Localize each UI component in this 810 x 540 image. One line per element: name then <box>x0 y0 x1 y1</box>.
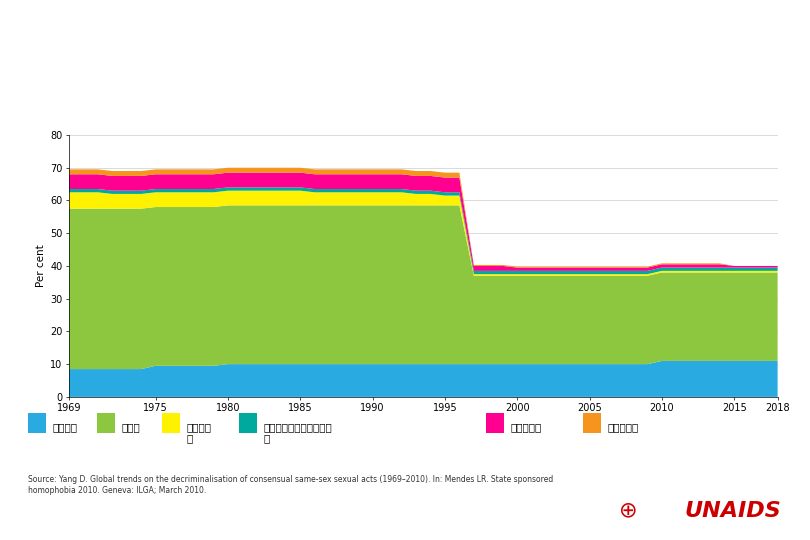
Text: Source: Yang D. Global trends on the decriminalisation of consensual same-sex se: Source: Yang D. Global trends on the dec… <box>28 475 553 495</box>
Text: 北アメリカ: 北アメリカ <box>510 422 542 433</box>
FancyBboxPatch shape <box>97 413 115 433</box>
FancyBboxPatch shape <box>239 413 257 433</box>
Text: アフリカ: アフリカ <box>53 422 78 433</box>
Text: UNAIDS: UNAIDS <box>684 501 781 521</box>
FancyBboxPatch shape <box>28 413 46 433</box>
Y-axis label: Per cent: Per cent <box>36 245 46 287</box>
Text: ラテンアメリカ・カリブ
バ: ラテンアメリカ・カリブ バ <box>263 422 332 443</box>
FancyBboxPatch shape <box>583 413 601 433</box>
Text: 口割合（%）、1969–2018年: 口割合（%）、1969–2018年 <box>11 57 191 72</box>
Text: オセアニア: オセアニア <box>608 422 639 433</box>
Text: 同性間の合意に基づく性関係を犯罪としている国の世界全体に占める人: 同性間の合意に基づく性関係を犯罪としている国の世界全体に占める人 <box>11 18 318 33</box>
Text: ⊕: ⊕ <box>620 501 637 521</box>
FancyBboxPatch shape <box>486 413 504 433</box>
Text: アジア: アジア <box>122 422 140 433</box>
Text: ヨーロッ
パ: ヨーロッ パ <box>186 422 211 443</box>
FancyBboxPatch shape <box>162 413 180 433</box>
